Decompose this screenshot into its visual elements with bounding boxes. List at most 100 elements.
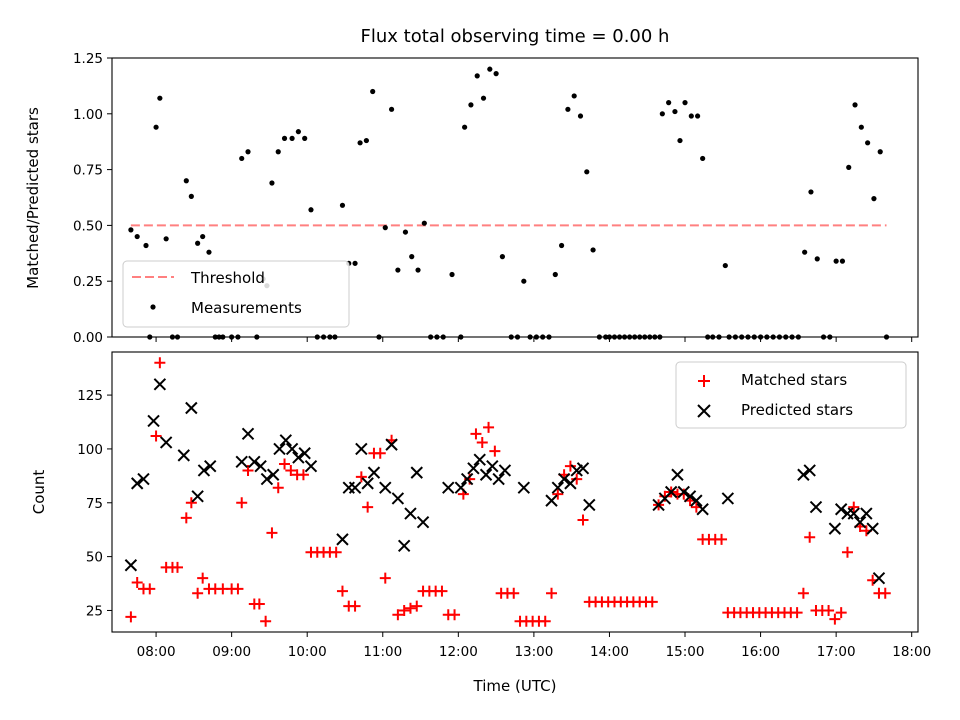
measurement-point	[402, 229, 409, 235]
legend-matched-label: Matched stars	[741, 371, 847, 389]
measurement-point	[302, 135, 308, 141]
measurement-point	[269, 180, 275, 186]
matched-star-marker	[841, 546, 853, 558]
predicted-star-marker	[564, 477, 577, 490]
predicted-star-marker	[137, 472, 150, 486]
predicted-star-marker	[866, 522, 879, 535]
matched-star-marker	[804, 531, 816, 543]
bottom-panel-ticks: 25 50 75 100 125 08:00 09:00 10:00 11:00 12:00 13:…	[77, 388, 931, 660]
matched-star-marker	[260, 615, 272, 627]
matched-star-marker	[330, 546, 342, 558]
matched-star-marker	[659, 490, 671, 502]
matched-star-marker	[150, 430, 162, 442]
matched-star-marker	[829, 613, 841, 625]
predicted-star-marker	[467, 462, 480, 475]
matched-star-marker	[483, 421, 495, 433]
measurement-point	[700, 155, 706, 162]
measurement-point	[499, 254, 506, 260]
predicted-star-marker	[551, 481, 565, 494]
matched-star-marker	[392, 609, 404, 621]
predicted-star-marker	[304, 459, 318, 473]
measurement-point	[370, 88, 376, 95]
measurement-point	[449, 271, 455, 278]
measurement-point	[682, 100, 688, 106]
predicted-star-marker	[241, 427, 255, 441]
matched-star-marker	[823, 604, 835, 616]
predicted-star-marker	[298, 447, 311, 460]
predicted-star-marker	[576, 462, 590, 475]
bottom-xtick-label: 10:00	[288, 644, 327, 660]
predicted-star-marker	[153, 378, 167, 391]
matched-star-marker	[266, 527, 278, 539]
predicted-star-marker	[204, 459, 217, 473]
predicted-star-marker	[498, 464, 512, 477]
predicted-star-marker	[492, 472, 505, 486]
legend-predicted-swatch	[697, 404, 711, 418]
bottom-xtick-label: 12:00	[439, 644, 478, 660]
measurement-point	[666, 100, 672, 106]
predicted-star-marker	[279, 434, 293, 447]
predicted-star-marker	[273, 442, 286, 456]
top-panel-ylabel: Matched/Predicted stars	[24, 107, 42, 289]
matched-star-marker	[242, 464, 254, 476]
bottom-xtick-label: 18:00	[892, 644, 931, 660]
matched-star-marker	[154, 357, 166, 369]
top-ytick-label: 1.00	[73, 107, 103, 123]
measurement-point	[480, 95, 487, 101]
matched-star-marker	[436, 585, 448, 597]
measurement-point	[128, 227, 134, 233]
predicted-star-marker	[454, 481, 468, 494]
measurement-point	[421, 220, 427, 226]
bottom-xtick-label: 11:00	[363, 644, 402, 660]
measurement-point	[308, 207, 314, 213]
matched-star-marker	[835, 607, 847, 619]
measurement-point	[206, 249, 212, 255]
measurement-point	[157, 95, 163, 101]
bottom-ytick-label: 125	[77, 388, 103, 404]
matched-star-marker	[125, 611, 137, 623]
matched-star-marker	[185, 497, 197, 509]
matched-star-marker	[716, 533, 728, 545]
top-ytick-label: 0.25	[73, 274, 103, 290]
bottom-xtick-label: 08:00	[137, 644, 176, 660]
bottom-xtick-label: 15:00	[666, 644, 705, 660]
predicted-star-marker	[355, 442, 368, 456]
matched-star-marker	[144, 583, 156, 595]
measurement-point	[802, 249, 808, 255]
predicted-star-marker	[130, 477, 144, 490]
measurement-point	[558, 242, 565, 249]
bottom-legend: Matched stars Predicted stars	[675, 361, 907, 429]
predicted-star-marker	[797, 468, 810, 481]
measurement-point	[814, 256, 820, 262]
predicted-star-marker	[185, 401, 198, 415]
matched-star-marker	[646, 596, 658, 608]
matched-star-marker	[508, 587, 520, 599]
predicted-star-marker	[677, 485, 690, 499]
predicted-star-marker	[690, 494, 703, 507]
predicted-star-marker	[367, 466, 381, 479]
matched-star-marker	[180, 512, 192, 524]
matched-star-marker	[197, 572, 209, 584]
predicted-star-marker	[442, 481, 455, 494]
measurement-point	[357, 140, 363, 146]
measurement-point	[590, 247, 596, 253]
predicted-star-marker	[235, 455, 248, 469]
predicted-star-marker	[473, 453, 486, 466]
matched-star-marker	[797, 587, 809, 599]
measurement-point	[409, 254, 415, 260]
measurement-point	[871, 196, 877, 202]
predicted-star-marker	[872, 571, 886, 585]
legend-threshold-label: Threshold	[190, 269, 265, 287]
predicted-star-marker	[177, 449, 190, 462]
matched-star-marker	[379, 572, 391, 584]
predicted-stars-layer	[124, 378, 886, 585]
matched-star-marker	[374, 447, 386, 459]
measurement-point	[188, 193, 194, 199]
bottom-panel-ylabel: Count	[30, 470, 48, 515]
matched-star-marker	[362, 501, 374, 513]
matched-star-marker	[489, 445, 501, 457]
measurement-point	[153, 124, 159, 130]
measurement-point	[289, 135, 295, 141]
predicted-star-marker	[834, 503, 848, 516]
measurement-point	[195, 240, 201, 246]
